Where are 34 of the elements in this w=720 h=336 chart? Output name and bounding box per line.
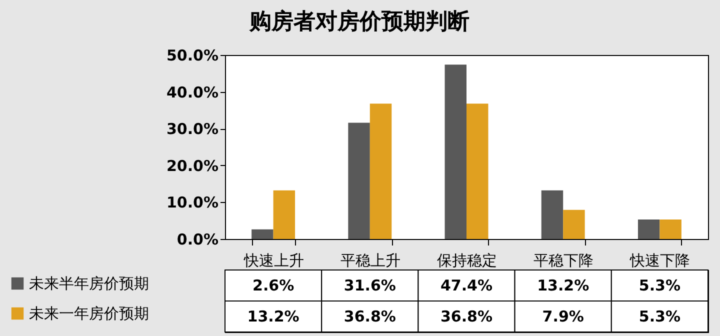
data-label: 7.9% — [542, 308, 584, 326]
data-label: 31.6% — [344, 276, 396, 294]
bar — [252, 229, 274, 239]
bar — [638, 219, 660, 239]
bar — [466, 104, 488, 239]
y-tick-label: 20.0% — [166, 156, 218, 175]
bar — [444, 64, 466, 239]
data-label: 13.2% — [247, 308, 300, 326]
y-tick-label: 40.0% — [166, 83, 218, 102]
y-tick-label: 30.0% — [166, 120, 218, 138]
x-tick-label: 平稳上升 — [340, 252, 400, 270]
bar — [273, 190, 296, 239]
data-label: 36.8% — [440, 308, 493, 326]
legend-label: 未来一年房价预期 — [29, 304, 149, 322]
legend-label: 未来半年房价预期 — [29, 274, 149, 292]
y-tick-label: 50.0% — [166, 46, 218, 64]
data-label: 13.2% — [537, 276, 590, 294]
bar — [563, 210, 585, 239]
chart-title: 购房者对房价预期判断 — [248, 8, 470, 34]
data-label: 47.4% — [440, 276, 493, 294]
x-tick-label: 快速下降 — [629, 252, 690, 270]
x-tick-label: 平稳下降 — [534, 252, 594, 270]
x-tick-label: 快速上升 — [242, 252, 304, 270]
bar — [348, 122, 370, 239]
data-label: 36.8% — [344, 308, 396, 326]
data-label: 5.3% — [638, 276, 681, 294]
bar — [541, 190, 564, 239]
bar — [370, 104, 392, 239]
data-label: 5.3% — [638, 308, 681, 326]
bar — [660, 219, 682, 239]
y-tick-label: 0.0% — [176, 230, 218, 248]
data-label: 2.6% — [252, 276, 294, 294]
x-tick-label: 保持稳定 — [437, 252, 497, 270]
y-tick-label: 10.0% — [166, 194, 218, 212]
